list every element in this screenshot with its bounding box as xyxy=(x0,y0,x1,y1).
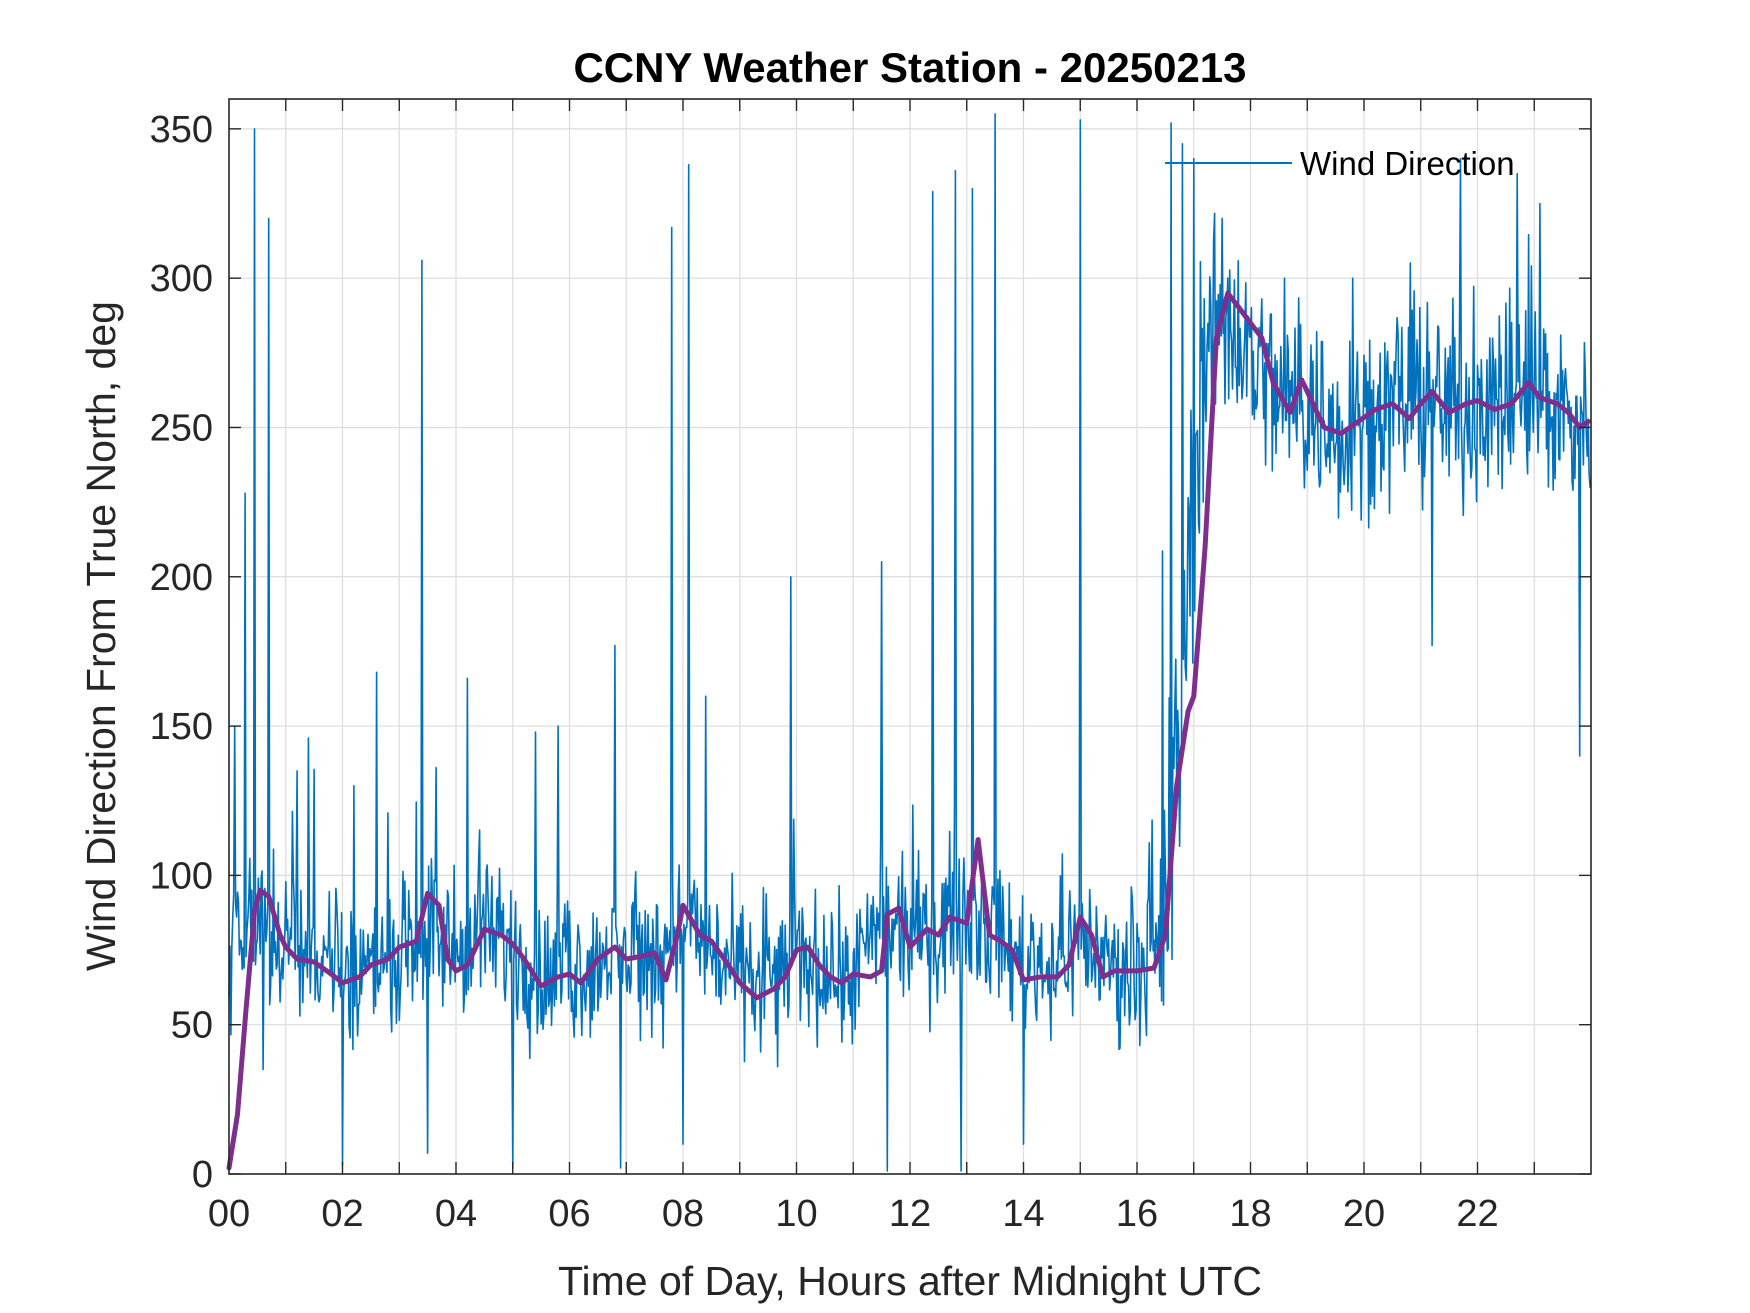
x-tick-label: 02 xyxy=(321,1193,363,1235)
y-tick-label: 0 xyxy=(192,1154,213,1196)
wind-direction-line xyxy=(228,113,1591,1172)
y-tick-label: 50 xyxy=(171,1005,213,1047)
x-tick-label: 08 xyxy=(662,1193,704,1235)
y-tick-label: 300 xyxy=(150,258,213,300)
x-tick-label: 16 xyxy=(1116,1193,1158,1235)
y-tick-label: 250 xyxy=(150,407,213,449)
chart-title: CCNY Weather Station - 20250213 xyxy=(573,44,1246,91)
x-tick-label: 00 xyxy=(208,1193,250,1235)
plot-frame xyxy=(228,98,1592,1175)
x-tick-label: 04 xyxy=(435,1193,477,1235)
x-tick-label: 22 xyxy=(1456,1193,1498,1235)
x-tick-label: 12 xyxy=(889,1193,931,1235)
x-axis-label: Time of Day, Hours after Midnight UTC xyxy=(558,1258,1262,1304)
moving-average-line xyxy=(226,290,1591,1171)
y-tick-label: 150 xyxy=(150,706,213,748)
x-tick-label: 20 xyxy=(1343,1193,1385,1235)
axis-ticks xyxy=(229,99,1591,1175)
wind-direction-series xyxy=(228,113,1591,1172)
y-tick-labels: 0 50 100 150 200 250 300 350 xyxy=(150,109,213,1196)
y-tick-label: 100 xyxy=(150,855,213,897)
legend[interactable]: Wind Direction xyxy=(1165,145,1515,182)
x-tick-label: 10 xyxy=(775,1193,817,1235)
y-tick-label: 350 xyxy=(150,109,213,151)
x-tick-label: 06 xyxy=(548,1193,590,1235)
y-axis-label: Wind Direction From True North, deg xyxy=(78,301,124,971)
x-tick-label: 14 xyxy=(1002,1193,1044,1235)
legend-label-wind-direction: Wind Direction xyxy=(1300,145,1515,182)
moving-average-series xyxy=(226,290,1591,1171)
y-tick-label: 200 xyxy=(150,557,213,599)
x-tick-label: 18 xyxy=(1229,1193,1271,1235)
x-tick-labels: 00 02 04 06 08 10 12 14 16 18 20 22 xyxy=(208,1193,1499,1235)
